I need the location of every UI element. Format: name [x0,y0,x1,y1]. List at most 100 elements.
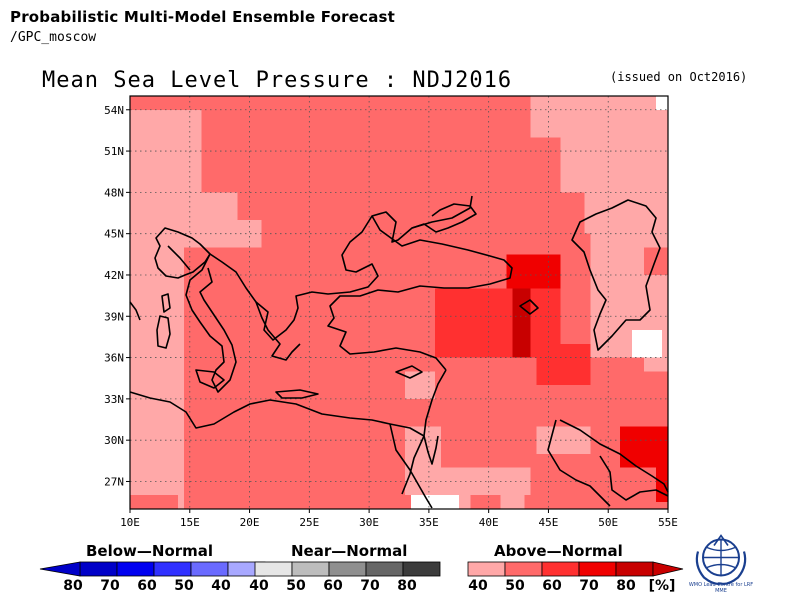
probability-cell [506,254,561,289]
legend-value-above: 40 [468,578,488,594]
legend-value-above: 70 [579,578,599,594]
lat-tick-label: 51N [104,145,124,158]
probability-cell [512,288,531,358]
legend-value-below: 60 [137,578,157,594]
legend-swatch [116,561,155,577]
coastlines [129,195,669,509]
lon-tick-label: 45E [539,516,559,529]
coast-persian-gulf-south [599,455,669,501]
coast-crimea [411,203,477,233]
lon-tick-label: 20E [240,516,260,529]
probability-cells [130,96,668,510]
coast-sinai [423,435,439,465]
legend-value-near: 70 [360,578,380,594]
legend-near-title: Near—Normal [291,542,408,560]
legend-swatch [254,561,293,577]
coast-iberia [129,301,141,321]
probability-cell [404,371,435,399]
coast-adriatic [167,245,191,271]
header-title: Probabilistic Multi-Model Ensemble Forec… [10,8,396,26]
legend-below-title: Below—Normal [86,542,214,560]
legend-swatch [504,561,543,577]
probability-cell [530,96,668,138]
lat-tick-label: 33N [104,393,124,406]
legend-near-bar [254,561,441,577]
map-axes: 10E 15E 20E 25E 30E 35E 40E 45E 50E 55E 54N 51N 48N 4… [104,95,678,529]
legend-swatch [365,561,404,577]
header-subtitle: /GPC_moscow [10,30,97,45]
coast-arabia-east [547,419,611,507]
legend-value-below: 70 [100,578,120,594]
legend-swatch [190,561,229,577]
lat-tick-label: 30N [104,434,124,447]
lat-tick-label: 48N [104,186,124,199]
probability-cell [536,343,591,386]
coast-cyprus [395,365,423,379]
wmo-logo-caption: WMO Lead Centre for LRF MME [688,582,754,594]
coast-turkey [327,215,513,371]
legend-value-above: 50 [505,578,525,594]
coast-north-africa [129,391,425,437]
coast-persian-gulf [559,419,669,493]
probability-cell [656,467,668,503]
legend-arrow [652,561,684,577]
legend-value-near: 50 [286,578,306,594]
probability-cell [410,495,459,509]
lat-tick-label: 45N [104,228,124,241]
legend-value-below: 50 [174,578,194,594]
lon-tick-label: 40E [479,516,499,529]
coast-crete [275,389,319,399]
legend-value-above: 80 [616,578,636,594]
probability-cell [130,109,202,207]
legend-value-above: 60 [542,578,562,594]
probability-cell [560,137,668,193]
coast-caspian [571,199,661,351]
legend-arrow [39,561,81,577]
probability-cell [632,330,663,358]
coast-sicily [195,369,225,389]
coast-corsica [161,293,171,313]
coast-italy [185,253,237,393]
legend-swatch [402,561,441,577]
legend-swatch [467,561,506,577]
legend-swatch [578,561,617,577]
lon-tick-label: 25E [299,516,319,529]
probability-cell [434,288,501,358]
lat-tick-label: 39N [104,310,124,323]
legend-value-near: 60 [323,578,343,594]
probability-cell [656,96,668,110]
lon-tick-label: 15E [180,516,200,529]
legend-above-title: Above—Normal [494,542,623,560]
legend-swatch [541,561,580,577]
probability-cell [644,247,668,275]
legend-value-below: 80 [63,578,83,594]
legend-value-near: 40 [249,578,269,594]
map-frame [129,95,669,510]
legend-unit: [%] [648,578,676,594]
wmo-globe-icon [695,534,747,585]
probability-cell [130,385,166,509]
coast-lake-van [519,299,539,315]
lon-tick-label: 35E [419,516,439,529]
probability-cell [500,495,525,509]
legend-value-below: 40 [211,578,231,594]
legend-value-near: 80 [397,578,417,594]
lon-tick-label: 10E [120,516,140,529]
coast-red-sea-west [389,423,433,509]
lat-tick-label: 36N [104,352,124,365]
coast-sardinia [156,315,171,349]
coast-greece [255,301,301,361]
legend-swatch [153,561,192,577]
lat-tick-label: 42N [104,269,124,282]
legend-below-bar [39,561,266,577]
map-title: Mean Sea Level Pressure : NDJ2016 [42,68,513,93]
legend-swatch [615,561,654,577]
legend-swatch [328,561,367,577]
issued-date: (issued on Oct2016) [610,70,748,84]
lon-tick-label: 50E [598,516,618,529]
legend-swatch [79,561,118,577]
lon-tick-label: 30E [359,516,379,529]
probability-cell [130,495,178,509]
